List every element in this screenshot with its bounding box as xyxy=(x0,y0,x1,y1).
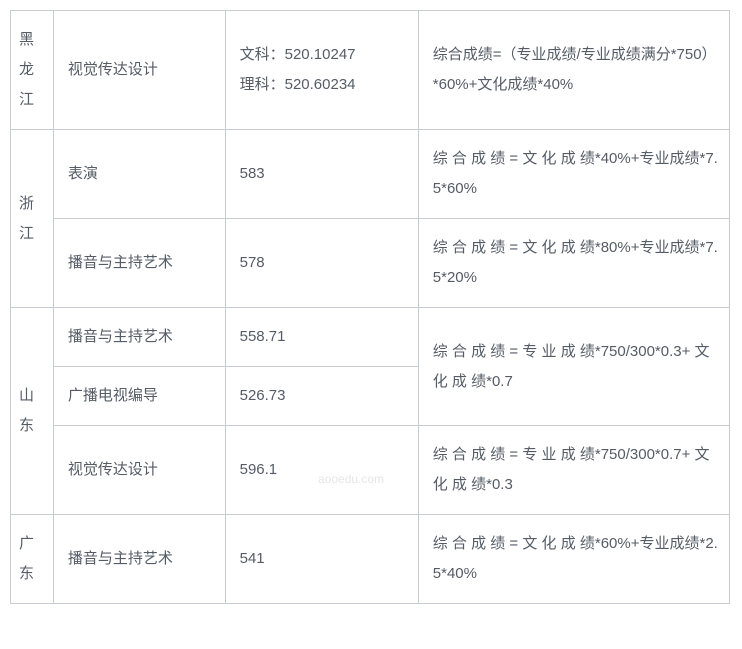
major-cell: 广播电视编导 xyxy=(53,367,225,426)
formula-cell: 综合成绩=（专业成绩/专业成绩满分*750）*60%+文化成绩*40% xyxy=(418,11,729,130)
score-cell: 578 xyxy=(225,219,418,308)
table-row: 山东 播音与主持艺术 558.71 综 合 成 绩 = 专 业 成 绩*750/… xyxy=(11,308,730,367)
province-cell: 山东 xyxy=(11,308,54,515)
score-cell: 526.73 xyxy=(225,367,418,426)
major-cell: 视觉传达设计 xyxy=(53,426,225,515)
formula-cell: 综 合 成 绩 = 文 化 成 绩*40%+专业成绩*7.5*60% xyxy=(418,130,729,219)
major-cell: 播音与主持艺术 xyxy=(53,308,225,367)
province-cell: 浙江 xyxy=(11,130,54,308)
formula-cell: 综 合 成 绩 = 专 业 成 绩*750/300*0.3+ 文 化 成 绩*0… xyxy=(418,308,729,426)
score-cell: 596.1 xyxy=(225,426,418,515)
formula-cell: 综 合 成 绩 = 专 业 成 绩*750/300*0.7+ 文 化 成 绩*0… xyxy=(418,426,729,515)
admission-table: 黑龙江 视觉传达设计 文科：520.10247理科：520.60234 综合成绩… xyxy=(10,10,730,604)
score-cell: 文科：520.10247理科：520.60234 xyxy=(225,11,418,130)
score-cell: 583 xyxy=(225,130,418,219)
table-row: 浙江 表演 583 综 合 成 绩 = 文 化 成 绩*40%+专业成绩*7.5… xyxy=(11,130,730,219)
province-cell: 黑龙江 xyxy=(11,11,54,130)
major-cell: 播音与主持艺术 xyxy=(53,219,225,308)
table-wrapper: 黑龙江 视觉传达设计 文科：520.10247理科：520.60234 综合成绩… xyxy=(10,10,730,604)
formula-cell: 综 合 成 绩 = 文 化 成 绩*80%+专业成绩*7.5*20% xyxy=(418,219,729,308)
major-cell: 视觉传达设计 xyxy=(53,11,225,130)
score-cell: 558.71 xyxy=(225,308,418,367)
table-row: 播音与主持艺术 578 综 合 成 绩 = 文 化 成 绩*80%+专业成绩*7… xyxy=(11,219,730,308)
table-row: 广东 播音与主持艺术 541 综 合 成 绩 = 文 化 成 绩*60%+专业成… xyxy=(11,515,730,604)
major-cell: 播音与主持艺术 xyxy=(53,515,225,604)
table-row: 视觉传达设计 596.1 综 合 成 绩 = 专 业 成 绩*750/300*0… xyxy=(11,426,730,515)
major-cell: 表演 xyxy=(53,130,225,219)
table-body: 黑龙江 视觉传达设计 文科：520.10247理科：520.60234 综合成绩… xyxy=(11,11,730,604)
province-cell: 广东 xyxy=(11,515,54,604)
score-cell: 541 xyxy=(225,515,418,604)
score-line: 文科：520.10247理科：520.60234 xyxy=(240,46,356,93)
table-row: 黑龙江 视觉传达设计 文科：520.10247理科：520.60234 综合成绩… xyxy=(11,11,730,130)
formula-cell: 综 合 成 绩 = 文 化 成 绩*60%+专业成绩*2.5*40% xyxy=(418,515,729,604)
